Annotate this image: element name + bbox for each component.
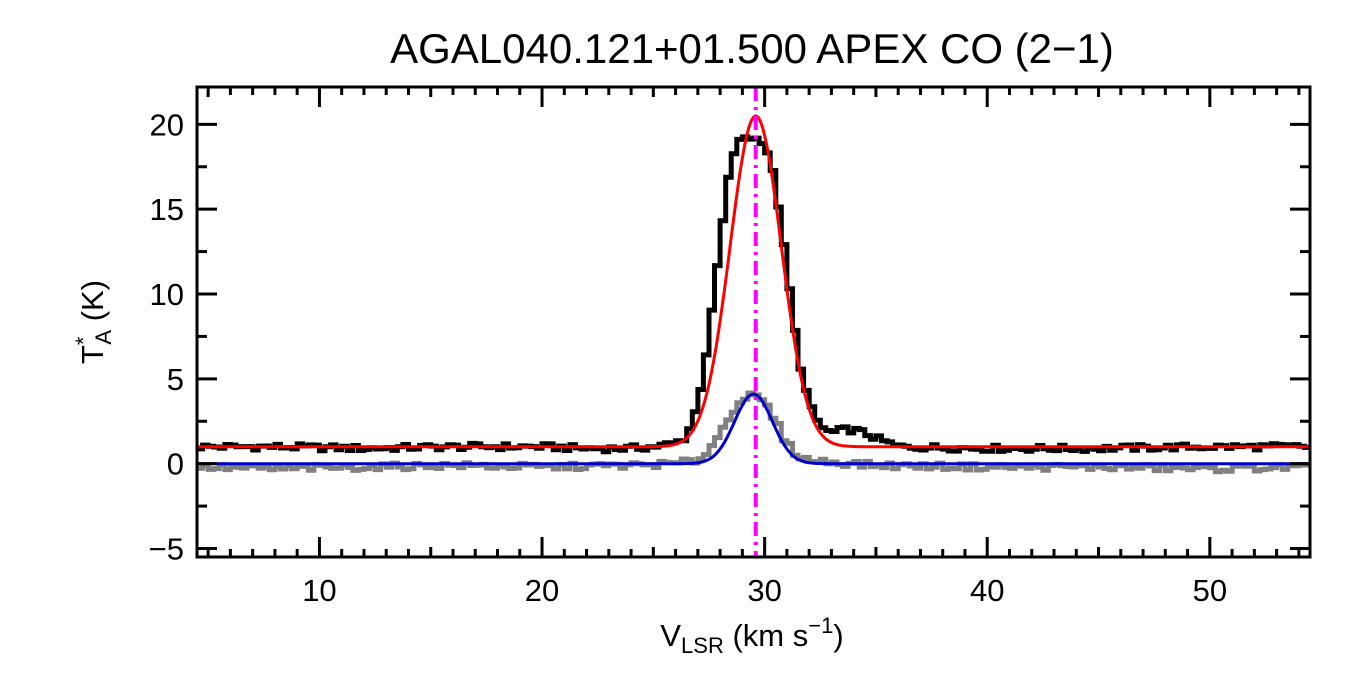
y-tick-label: 0 <box>167 447 184 482</box>
x-axis-label-sub: LSR <box>681 633 724 658</box>
y-tick-label: 20 <box>150 107 184 142</box>
x-tick-label: 50 <box>1193 573 1227 608</box>
x-tick-label: 30 <box>747 573 781 608</box>
x-tick-label: 20 <box>525 573 559 608</box>
x-axis-label-main: V <box>660 618 681 653</box>
y-axis-label-sub: A <box>91 330 116 345</box>
y-axis-label-main: T <box>75 345 110 364</box>
plot-area <box>197 87 1310 557</box>
y-tick-label: 15 <box>150 192 184 227</box>
x-axis-label-close: ) <box>833 618 843 653</box>
tick-labels: 10 20 30 40 50 −5 0 5 10 15 20 <box>149 107 1227 608</box>
fit-lower-line <box>197 392 1310 466</box>
x-axis-label: VLSR (km s−1) <box>660 613 843 658</box>
x-tick-label: 40 <box>970 573 1004 608</box>
y-tick-label: −5 <box>149 532 184 567</box>
y-tick-label: 10 <box>150 277 184 312</box>
y-tick-label: 5 <box>167 362 184 397</box>
axis-ticks <box>197 87 1310 557</box>
plot-frame <box>195 85 1312 559</box>
x-axis-label-sup: −1 <box>808 613 833 638</box>
observed-spectrum-line <box>197 134 1310 455</box>
y-axis-label-sup: * <box>71 336 96 345</box>
y-axis-label-unit: (K) <box>75 280 110 330</box>
x-axis-label-unit: (km s <box>724 618 808 653</box>
chart-title: AGAL040.121+01.500 APEX CO (2−1) <box>390 25 1114 72</box>
x-tick-label: 10 <box>302 573 336 608</box>
y-axis-label: T*A (K) <box>71 280 116 364</box>
fit-upper-line <box>197 114 1310 449</box>
residual-spectrum-line <box>197 390 1310 475</box>
